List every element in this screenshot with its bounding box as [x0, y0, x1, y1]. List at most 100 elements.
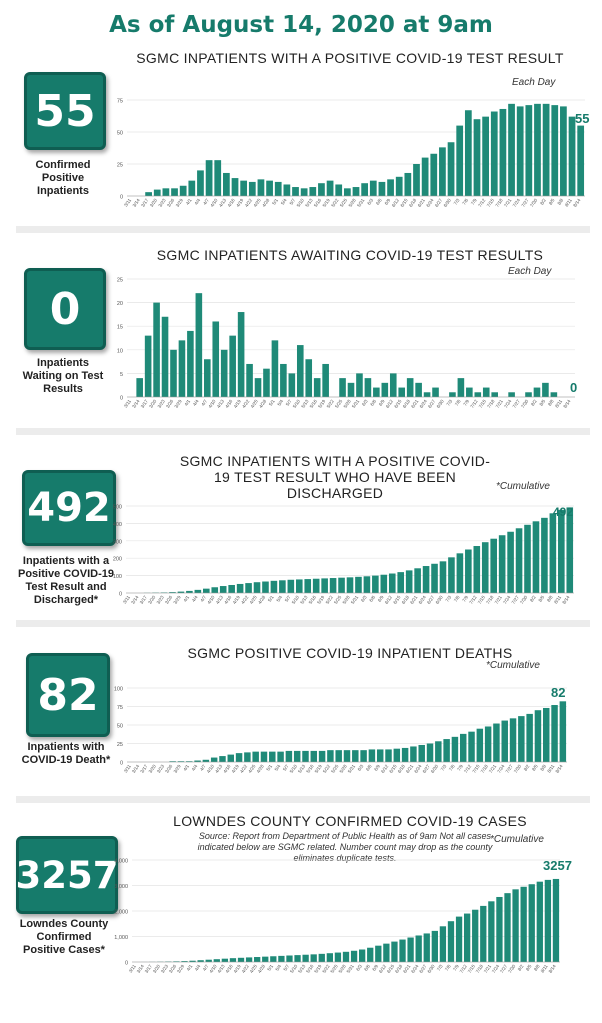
bar	[253, 582, 261, 593]
bar	[186, 761, 193, 762]
panel-5-stat-box: 3257	[16, 836, 119, 914]
bar	[292, 187, 299, 196]
bar	[439, 561, 447, 593]
x-tick-label: 5/28	[348, 197, 357, 208]
x-tick-label: 3/11	[122, 594, 131, 604]
bar	[296, 345, 304, 397]
bar	[399, 939, 406, 962]
bar	[551, 105, 559, 196]
y-tick-label: 400	[113, 522, 122, 528]
bar	[459, 733, 467, 762]
bar	[223, 172, 230, 196]
x-tick-label: 5/13	[300, 398, 309, 409]
x-tick-label: 6/27	[434, 197, 443, 208]
bar	[262, 581, 269, 593]
bar	[228, 584, 235, 593]
y-tick-label: 25	[117, 278, 123, 284]
bar	[414, 568, 421, 593]
y-tick-label: 0	[119, 592, 122, 598]
x-tick-label: 4/10	[206, 594, 215, 605]
x-tick-label: 6/3	[360, 594, 368, 602]
bar	[449, 392, 456, 397]
x-tick-label: 5/16	[305, 763, 314, 774]
bar	[482, 116, 489, 196]
x-tick-label: 7/21	[495, 398, 504, 409]
bar	[342, 951, 350, 962]
x-tick-label: 8/2	[539, 197, 547, 205]
bar	[525, 392, 532, 397]
x-tick-label: 5/22	[321, 963, 330, 974]
bar	[262, 956, 269, 962]
bar	[227, 754, 235, 762]
x-tick-label: 6/18	[397, 763, 406, 774]
x-tick-label: 4/28	[257, 594, 266, 605]
bar	[235, 753, 243, 762]
x-tick-label: 7/12	[469, 398, 478, 409]
bar	[413, 164, 420, 196]
x-tick-label: 4/16	[224, 398, 233, 409]
bar	[418, 744, 425, 762]
x-tick-label: 3/20	[149, 197, 158, 208]
bar	[426, 743, 434, 762]
bar	[364, 378, 372, 397]
panel-5-frequency: *Cumulative	[490, 834, 544, 845]
panel-5-title: LOWNDES COUNTY CONFIRMED COVID-19 CASES	[173, 813, 527, 829]
bar	[219, 586, 227, 593]
x-tick-label: 5/4	[274, 963, 282, 971]
panel-3-frequency: *Cumulative	[496, 481, 550, 492]
x-tick-label: 6/30	[430, 763, 439, 774]
bar	[387, 179, 394, 196]
x-tick-label: 5/1	[267, 594, 275, 602]
x-tick-label: 7/24	[512, 197, 521, 208]
bar	[245, 583, 252, 593]
x-tick-label: 7/27	[499, 963, 508, 974]
y-tick-label: 15	[117, 325, 123, 331]
x-tick-label: 7/12	[459, 963, 468, 974]
x-tick-label: 3/14	[131, 398, 140, 409]
x-tick-label: 6/18	[394, 963, 403, 974]
bar	[271, 340, 279, 397]
x-tick-label: 8/5	[531, 763, 539, 771]
x-tick-label: 3/23	[160, 963, 169, 974]
x-tick-label: 5/19	[314, 763, 323, 774]
bar	[322, 363, 329, 397]
x-tick-label: 4/7	[199, 763, 207, 771]
x-tick-label: 5/22	[325, 594, 334, 605]
bar	[254, 957, 261, 962]
x-tick-label: 7/12	[468, 594, 477, 605]
x-tick-label: 8/14	[572, 197, 581, 208]
bar	[401, 747, 409, 762]
x-tick-label: 8/8	[533, 963, 541, 971]
x-tick-label: 8/2	[530, 398, 538, 406]
x-tick-label: 3/23	[156, 594, 165, 605]
x-tick-label: 8/8	[547, 398, 555, 406]
x-tick-label: 6/6	[368, 594, 376, 602]
bar	[404, 172, 412, 196]
bar	[361, 183, 369, 196]
bar	[236, 583, 244, 593]
x-tick-label: 7/9	[470, 197, 478, 205]
bar	[407, 937, 414, 962]
x-tick-label: 8/14	[554, 763, 563, 774]
x-tick-label: 6/24	[418, 594, 427, 605]
x-tick-label: 4/4	[192, 398, 200, 406]
last-value-label: 0	[570, 380, 577, 395]
x-tick-label: 6/27	[418, 963, 427, 974]
x-tick-label: 8/8	[539, 763, 547, 771]
x-tick-label: 6/27	[427, 398, 436, 409]
x-tick-label: 7/9	[461, 594, 469, 602]
x-tick-label: 5/10	[296, 197, 305, 208]
x-tick-label: 7/30	[513, 763, 522, 774]
bar	[219, 756, 226, 762]
bar	[177, 591, 185, 593]
x-tick-label: 5/16	[309, 398, 318, 409]
x-tick-label: 3/26	[168, 963, 177, 974]
bar	[550, 392, 558, 397]
bar	[302, 954, 309, 962]
x-tick-label: 7/15	[467, 963, 476, 974]
bar	[179, 185, 187, 196]
bar	[321, 578, 328, 593]
bar	[173, 961, 180, 962]
y-tick-label: 0	[125, 961, 128, 967]
